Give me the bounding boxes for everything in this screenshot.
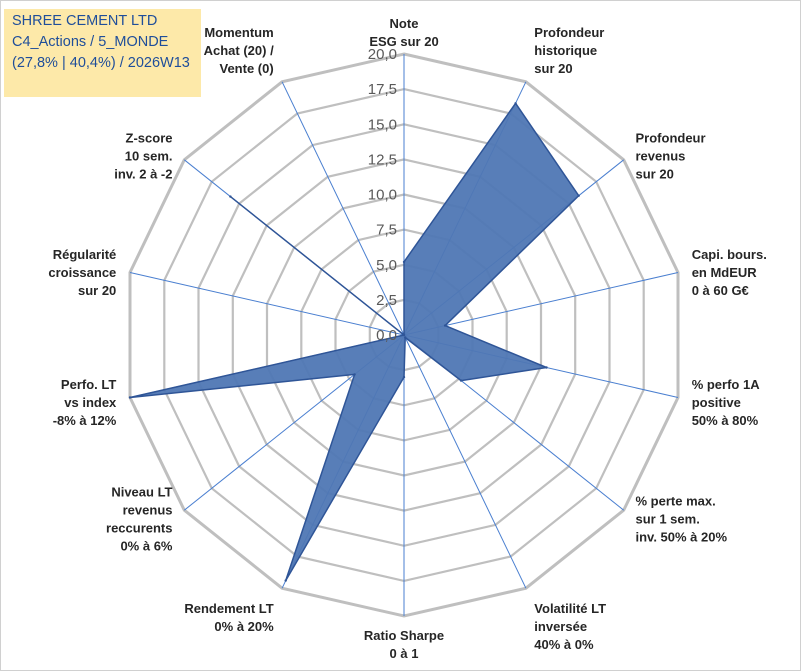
spoke-capi-bours — [403, 272, 679, 336]
tick-label: 17,5 — [368, 81, 397, 98]
axis-label-profondeur-historique: Profondeur historique sur 20 — [534, 25, 604, 76]
axis-label-line: Niveau LT — [111, 484, 172, 499]
spoke-volatilite-lt — [403, 334, 527, 589]
axis-label-volatilite-lt: Volatilité LT inversée 40% à 0% — [534, 601, 606, 652]
data-point-perfo-lt-vs-index — [128, 396, 132, 399]
axis-label-line: Profondeur — [534, 25, 604, 40]
axis-label-perfo-1a-positive: % perfo 1A positive 50% à 80% — [692, 377, 761, 428]
axis-label-niveau-lt-revenus: Niveau LT revenus reccurents 0% à 6% — [106, 484, 173, 553]
axis-label-line: 10 sem. — [125, 149, 173, 164]
axis-label-line: 0% à 6% — [120, 538, 172, 553]
axis-label-perfo-lt-vs-index: Perfo. LT vs index -8% à 12% — [53, 377, 117, 428]
axis-label-line: revenus — [636, 149, 686, 164]
axis-label-line: -8% à 12% — [53, 413, 117, 428]
axis-label-line: inversée — [534, 619, 587, 634]
tick-label: 7,5 — [376, 222, 397, 239]
axis-label-line: % perte max. — [636, 493, 716, 508]
spoke-regularite-croissance — [129, 272, 405, 336]
axis-label-line: Momentum — [204, 25, 273, 40]
tick-label: 10,0 — [368, 187, 397, 204]
axis-label-line: historique — [534, 43, 597, 58]
axis-label-line: Achat (20) / — [204, 43, 274, 58]
axis-label-line: sur 20 — [636, 167, 674, 182]
axis-label-line: Rendement LT — [184, 601, 273, 616]
data-point-momentum — [402, 333, 406, 337]
data-point-perte-max — [459, 379, 463, 382]
axis-label-line: 0 à 60 G€ — [692, 283, 749, 298]
axis-label-line: sur 20 — [78, 283, 116, 298]
spoke-momentum — [281, 81, 405, 336]
axis-label-line: Vente (0) — [220, 61, 274, 76]
data-point-ratio-sharpe — [402, 375, 406, 379]
chart-title-line: C4_Actions / 5_MONDE — [12, 34, 169, 50]
axis-label-line: inv. 50% à 20% — [636, 529, 728, 544]
axis-label-profondeur-revenus: Profondeur revenus sur 20 — [636, 131, 706, 182]
data-point-profondeur-revenus — [577, 194, 580, 197]
axis-label-line: Ratio Sharpe — [364, 628, 444, 643]
axis-label-line: Régularité — [53, 247, 117, 262]
axis-label-line: reccurents — [106, 520, 172, 535]
radar-series — [128, 102, 580, 582]
axis-label-momentum: Momentum Achat (20) / Vente (0) — [204, 25, 274, 76]
axis-labels: Note ESG sur 20 Profondeur historique sur 20… — [48, 16, 766, 661]
data-point-note-esg — [402, 260, 406, 264]
tick-label: 20,0 — [368, 46, 397, 63]
series-area — [129, 102, 580, 582]
axis-label-z-score: Z-score 10 sem. inv. 2 à -2 — [114, 131, 172, 182]
axis-label-line: 40% à 0% — [534, 637, 594, 652]
axis-label-line: Profondeur — [636, 131, 706, 146]
axis-label-line: Capi. bours. — [692, 247, 767, 262]
axis-label-line: sur 20 — [534, 61, 572, 76]
radial-tick-labels: 0,0 2,5 5,0 7,5 10,0 12,5 15,0 17,5 20,0 — [368, 46, 397, 344]
tick-label: 0,0 — [376, 327, 397, 344]
axis-label-rendement-lt: Rendement LT 0% à 20% — [184, 601, 274, 634]
axis-label-line: sur 1 sem. — [636, 511, 700, 526]
data-point-niveau-lt-revenus — [353, 373, 356, 376]
axis-label-line: Z-score — [126, 131, 173, 146]
tick-label: 15,0 — [368, 116, 397, 133]
axis-label-line: Perfo. LT — [61, 377, 116, 392]
tick-label: 5,0 — [376, 257, 397, 274]
axis-label-perte-max: % perte max. sur 1 sem. inv. 50% à 20% — [636, 493, 728, 544]
axis-label-line: 0% à 20% — [214, 619, 274, 634]
axis-label-regularite-croissance: Régularité croissance sur 20 — [48, 247, 116, 298]
axis-label-line: revenus — [123, 502, 173, 517]
axis-label-line: 0 à 1 — [390, 646, 419, 661]
tick-label: 12,5 — [368, 151, 397, 168]
data-point-z-score — [229, 195, 232, 198]
axis-label-line: 50% à 80% — [692, 413, 759, 428]
axis-label-capi-bours: Capi. bours. en MdEUR 0 à 60 G€ — [692, 247, 767, 298]
data-point-profondeur-historique — [514, 102, 517, 105]
axis-label-line: % perfo 1A — [692, 377, 761, 392]
axis-label-line: Note — [390, 16, 419, 31]
axis-label-line: ESG sur 20 — [369, 34, 438, 49]
axis-label-line: vs index — [64, 395, 117, 410]
chart-title-box: SHREE CEMENT LTD C4_Actions / 5_MONDE (2… — [4, 9, 201, 97]
axis-label-line: croissance — [48, 265, 116, 280]
chart-title-line: (27,8% | 40,4%) / 2026W13 — [12, 55, 190, 71]
axis-label-line: Volatilité LT — [534, 601, 606, 616]
axis-label-note-esg: Note ESG sur 20 — [369, 16, 438, 49]
axis-label-ratio-sharpe: Ratio Sharpe 0 à 1 — [364, 628, 444, 661]
chart-title-line: SHREE CEMENT LTD — [12, 13, 158, 29]
tick-label: 2,5 — [376, 292, 397, 309]
data-point-rendement-lt — [284, 579, 287, 582]
axis-label-line: inv. 2 à -2 — [114, 167, 172, 182]
axis-label-line: en MdEUR — [692, 265, 758, 280]
axis-label-line: positive — [692, 395, 741, 410]
data-point-capi-bours — [443, 324, 447, 327]
data-point-perfo-1a-positive — [545, 366, 548, 369]
data-point-volatilite-lt — [404, 336, 407, 339]
